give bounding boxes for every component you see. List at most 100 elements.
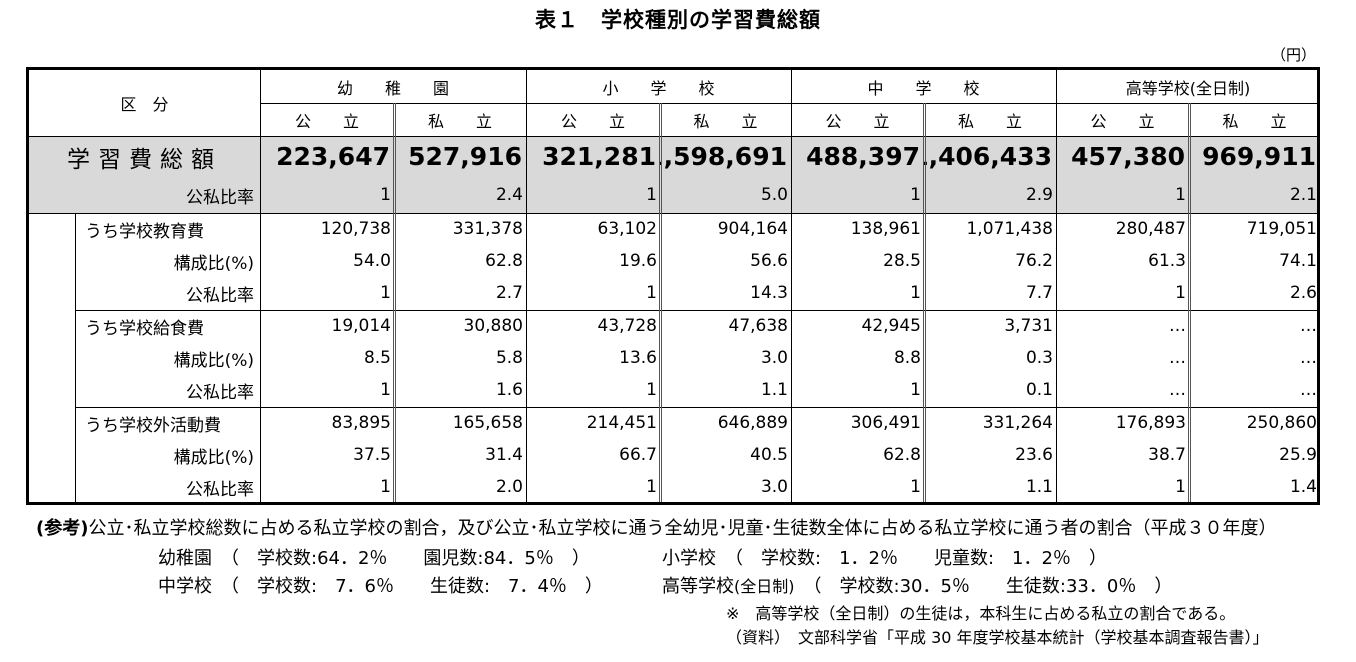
column-rule: [526, 70, 527, 502]
section-value: 47,638: [728, 316, 788, 336]
section-comp-label: 構成比(%): [173, 447, 254, 468]
section-ratio: 1: [380, 380, 391, 400]
section-comp: 31.4: [485, 445, 523, 465]
high-school-fulltime: (全日制): [734, 577, 795, 596]
section-value: 306,491: [850, 413, 921, 433]
section-value: 646,889: [717, 413, 788, 433]
section-comp: 40.5: [750, 445, 788, 465]
section-ratio-label: 公私比率: [186, 479, 254, 500]
section-value: 176,893: [1115, 413, 1186, 433]
section-ratio: …: [1300, 380, 1317, 400]
section-ratio: 2.7: [495, 283, 523, 303]
section-comp: 66.7: [619, 445, 657, 465]
header-kubun: 区 分: [120, 95, 169, 114]
section-comp: 23.6: [1015, 445, 1053, 465]
section-comp: 56.6: [750, 251, 788, 271]
section-comp: 54.0: [353, 251, 391, 271]
section-ratio: 1: [646, 477, 657, 497]
header-sub-2: 公 立: [560, 111, 625, 131]
source-note: （資料） 文部科学省「平成 30 年度学校基本統計（学校基本調査報告書）」: [726, 628, 1269, 647]
total-ratio: 2.1: [1289, 185, 1317, 205]
section-ratio: 0.1: [1025, 380, 1053, 400]
section-comp: 62.8: [485, 251, 523, 271]
section-ratio-label: 公私比率: [186, 285, 254, 306]
section-divider: [75, 310, 1317, 311]
total-ratio: 2.4: [495, 185, 523, 205]
junior-high-ratio: 中学校 （ 学校数: 7．6％ 生徒数: 7．4％ ）: [158, 576, 603, 597]
column-rule: [791, 70, 792, 502]
section-value: 904,164: [717, 219, 788, 239]
section-comp: 37.5: [353, 445, 391, 465]
column-rule-double: [923, 103, 926, 502]
section-ratio: 14.3: [750, 283, 788, 303]
section-value: 43,728: [597, 316, 657, 336]
total-value: 321,281: [542, 142, 656, 171]
total-ratio: 5.0: [760, 185, 788, 205]
section-ratio: 3.0: [760, 477, 788, 497]
section-ratio: 1: [646, 283, 657, 303]
header-group-2: 中 学 校: [867, 78, 980, 98]
section-comp: 76.2: [1015, 251, 1053, 271]
total-ratio: 1: [380, 185, 391, 205]
page-title: 表１ 学校種別の学習費総額: [535, 8, 821, 32]
section-comp: 19.6: [619, 251, 657, 271]
section-comp: 13.6: [619, 348, 657, 368]
section-ratio: 1: [910, 380, 921, 400]
column-rule-double: [1188, 103, 1191, 502]
header-divider-2: [29, 136, 1317, 137]
header-sub-0: 公 立: [294, 111, 359, 131]
total-ratio-label: 公私比率: [186, 187, 254, 208]
section-value: 138,961: [850, 219, 921, 239]
header-sub-1: 私 立: [427, 111, 492, 131]
section-value: 250,860: [1246, 413, 1317, 433]
high-school-label: 高等学校: [662, 576, 734, 597]
section-value: 42,945: [861, 316, 921, 336]
header-divider-1: [260, 103, 1317, 104]
header-group-1: 小 学 校: [602, 78, 715, 98]
section-comp: 8.8: [893, 348, 921, 368]
section-comp: 38.7: [1148, 445, 1186, 465]
section-ratio: 1.4: [1289, 477, 1317, 497]
section-value: …: [1169, 316, 1186, 336]
section-value: 19,014: [331, 316, 391, 336]
section-ratio: 1.6: [495, 380, 523, 400]
section-comp: 8.5: [363, 348, 391, 368]
section-value: 214,451: [586, 413, 657, 433]
high-school-footnote: ※ 高等学校（全日制）の生徒は，本科生に占める私立の割合である。: [726, 604, 1236, 623]
total-ratio: 1: [646, 185, 657, 205]
total-ratio: 1: [1175, 185, 1186, 205]
column-rule: [260, 70, 261, 502]
reference-note: (参考)公立･私立学校総数に占める私立学校の割合，及び公立･私立学校に通う全幼児…: [36, 514, 1276, 540]
kindergarten-ratio: 幼稚園 （ 学校数:64．2％ 園児数:84．5％ ）: [158, 548, 590, 569]
section-comp: 5.8: [495, 348, 523, 368]
section-ratio: 2.0: [495, 477, 523, 497]
section-ratio: 2.6: [1289, 283, 1317, 303]
total-value: 527,916: [408, 142, 522, 171]
high-school-ratio-values: （ 学校数:30．5％ 生徒数:33．0％ ）: [794, 576, 1173, 597]
total-ratio: 2.9: [1025, 185, 1053, 205]
section-comp-label: 構成比(%): [173, 350, 254, 371]
column-rule-double: [393, 103, 396, 502]
section-value: 83,895: [331, 413, 391, 433]
section-ratio: 1: [380, 283, 391, 303]
section-comp: 3.0: [760, 348, 788, 368]
header-sub-3: 私 立: [693, 111, 758, 131]
section-ratio: 1: [1175, 477, 1186, 497]
section-ratio: 1.1: [760, 380, 788, 400]
total-value: 488,397: [806, 142, 920, 171]
section-comp: 0.3: [1025, 348, 1053, 368]
unit-label: （円）: [1270, 46, 1316, 64]
high-school-ratio: 高等学校(全日制) （ 学校数:30．5％ 生徒数:33．0％ ）: [662, 572, 1172, 598]
header-group-3: 高等学校(全日制): [1125, 78, 1251, 98]
header-sub-5: 私 立: [957, 111, 1022, 131]
reference-head: (参考): [36, 518, 89, 539]
section-comp-label: 構成比(%): [173, 253, 254, 274]
section-ratio: …: [1169, 380, 1186, 400]
reference-text: 公立･私立学校総数に占める私立学校の割合，及び公立･私立学校に通う全幼児･児童･…: [88, 518, 1277, 539]
section-ratio: 1.1: [1025, 477, 1053, 497]
section-label: うち学校外活動費: [85, 415, 221, 436]
total-label: 学習費総額: [67, 146, 222, 173]
total-value: 223,647: [276, 142, 390, 171]
total-value: 969,911: [1202, 142, 1316, 171]
section-value: 331,378: [452, 219, 523, 239]
